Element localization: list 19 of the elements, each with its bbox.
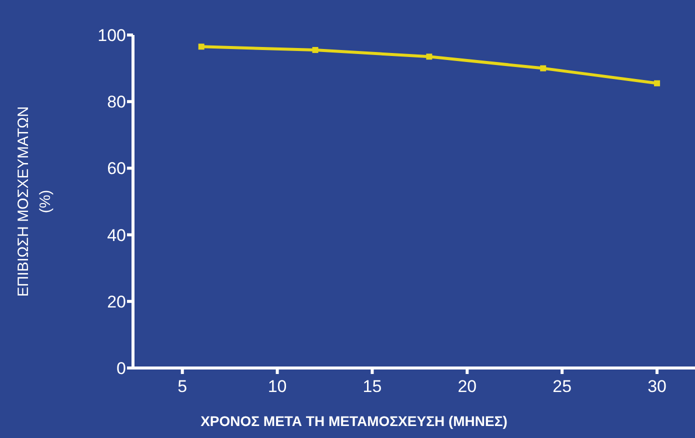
- y-tick-label: 100: [98, 26, 126, 45]
- x-tick-label: 15: [362, 377, 382, 396]
- x-tick-label: 20: [458, 377, 477, 396]
- point: [654, 80, 660, 86]
- y-tick-label: 0: [116, 358, 126, 378]
- point: [426, 54, 432, 60]
- x-tick-label: 30: [648, 377, 666, 396]
- y-tick-label: 60: [107, 159, 126, 178]
- point: [198, 44, 204, 50]
- y-tick-label: 20: [107, 292, 126, 312]
- x-tick-label: 25: [552, 377, 572, 396]
- y-axis-title: ΕΠΙΒΙΩΣΗ ΜΟΣΧΕΥΜΑΤΩΝ (%): [15, 106, 54, 297]
- x-tick-label: 10: [268, 377, 287, 396]
- y-tick-label: 40: [107, 226, 126, 245]
- x-axis-title: ΧΡΟΝΟΣ ΜΕΤΑ ΤΗ ΜΕΤΑΜΟΣΧΕΥΣΗ (ΜΗΝΕΣ): [200, 413, 508, 429]
- point: [312, 46, 318, 53]
- y-tick-label: 80: [107, 92, 126, 112]
- x-tick-label: 5: [178, 377, 188, 396]
- point: [540, 65, 546, 72]
